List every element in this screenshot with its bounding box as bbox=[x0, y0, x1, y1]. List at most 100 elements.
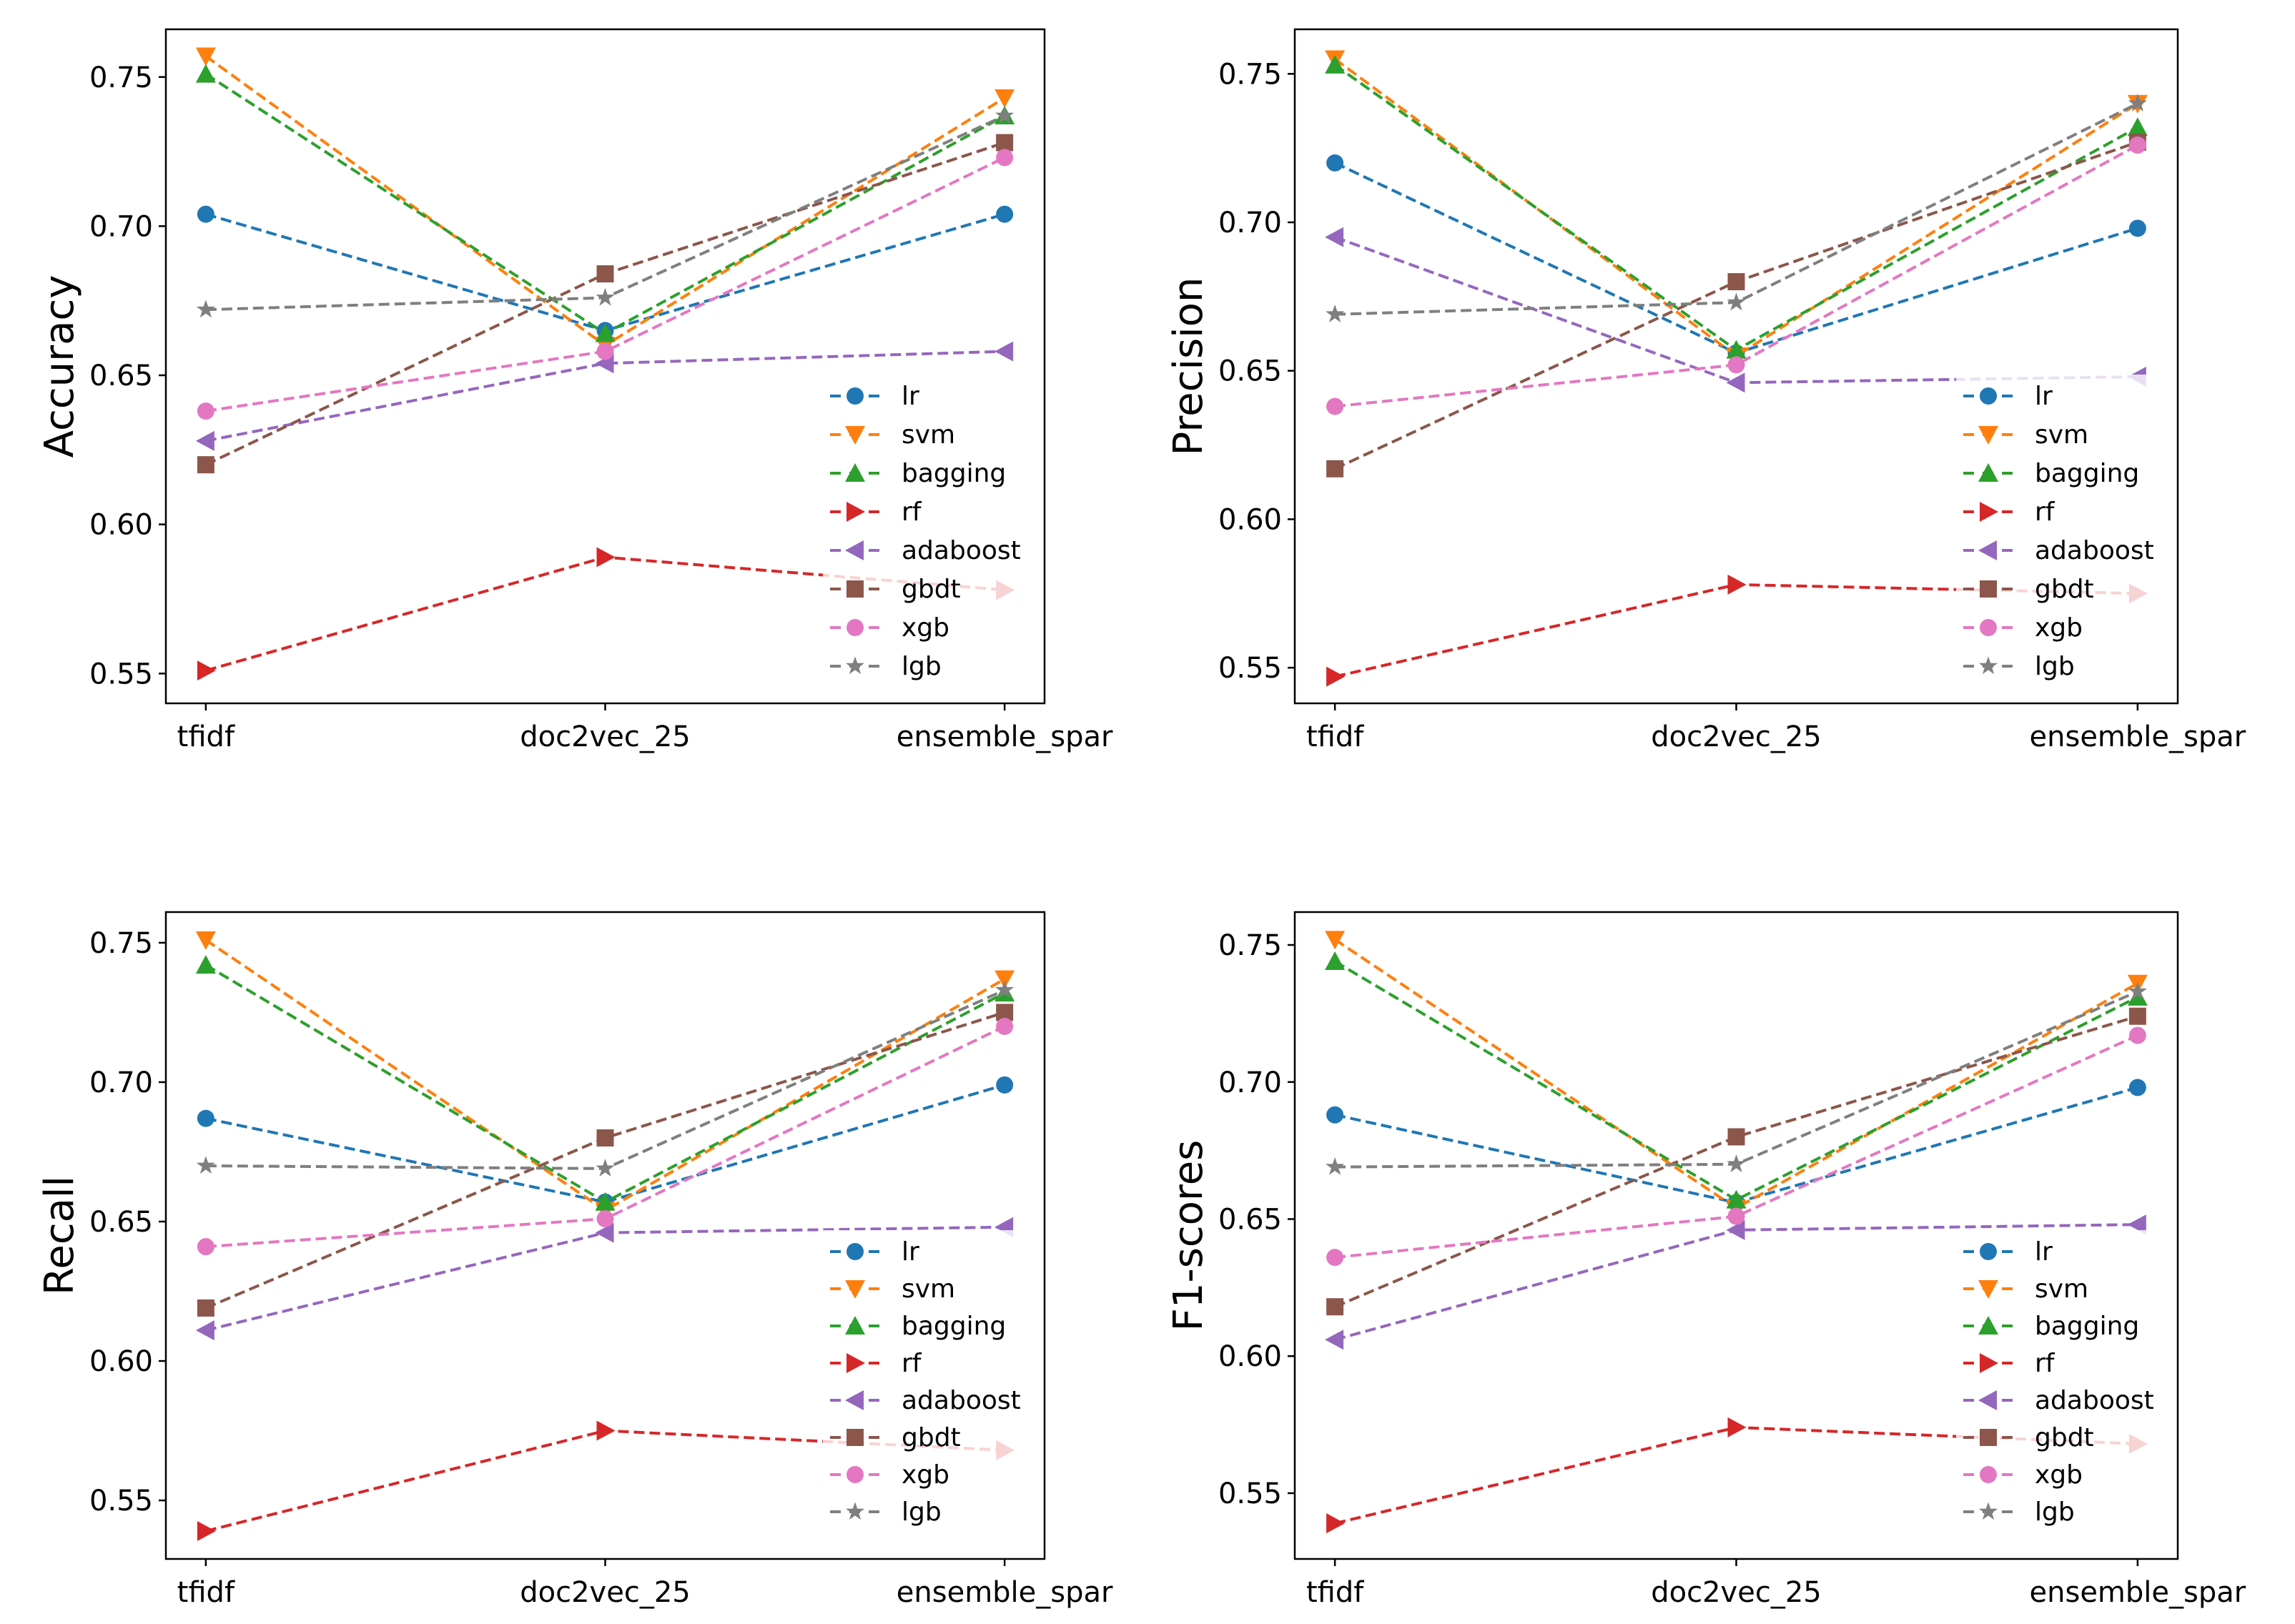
y-tick-label: 0.65 bbox=[89, 360, 153, 392]
legend-label: rf bbox=[902, 1349, 922, 1378]
x-tick-label: doc2vec_25 bbox=[1651, 721, 1821, 753]
data-point-xgb bbox=[197, 1238, 214, 1256]
x-tick-label: tfidf bbox=[1306, 1576, 1364, 1609]
legend-label: svm bbox=[2035, 1274, 2088, 1304]
legend-label: lgb bbox=[902, 1497, 942, 1527]
data-point-lgb bbox=[1326, 304, 1345, 322]
legend-label: lr bbox=[2035, 382, 2053, 411]
series-lgb bbox=[196, 980, 1015, 1177]
legend-label: gbdt bbox=[2035, 1423, 2094, 1452]
data-point-xgb bbox=[1727, 1207, 1745, 1225]
data-point-lgb bbox=[2128, 981, 2147, 1000]
data-point-bagging bbox=[1726, 1189, 1747, 1209]
data-point-adaboost bbox=[1325, 227, 1344, 247]
y-tick-label: 0.70 bbox=[89, 1066, 153, 1099]
legend-label: bagging bbox=[902, 459, 1006, 488]
legend-marker-gbdt bbox=[1980, 580, 1997, 598]
y-tick-label: 0.65 bbox=[89, 1206, 153, 1239]
series-xgb bbox=[1326, 1026, 2146, 1267]
y-axis-label: Recall bbox=[36, 1176, 83, 1295]
data-point-lr bbox=[996, 205, 1014, 223]
y-tick-label: 0.55 bbox=[1218, 652, 1282, 685]
series-svm bbox=[1325, 931, 2148, 1219]
legend-label: gbdt bbox=[2035, 575, 2094, 604]
series-line-svm bbox=[1334, 938, 2138, 1210]
legend-marker-lgb bbox=[1978, 1502, 1998, 1520]
data-point-svm bbox=[994, 89, 1015, 108]
series-line-adaboost bbox=[205, 350, 1005, 442]
data-point-gbdt bbox=[996, 134, 1014, 152]
legend-label: lr bbox=[902, 1237, 919, 1267]
data-point-adaboost bbox=[195, 430, 214, 451]
subplot-accuracy: 0.55 0.60 0.65 0.70 0.75 tfidf doc2vec_25 ensem… bbox=[36, 28, 1113, 753]
y-tick-label: 0.60 bbox=[1218, 1340, 1282, 1373]
data-point-adaboost bbox=[2127, 1214, 2146, 1235]
data-point-bagging bbox=[1325, 951, 1346, 971]
x-tick-label: doc2vec_25 bbox=[520, 1576, 690, 1609]
data-point-adaboost bbox=[595, 1222, 614, 1243]
series-lgb bbox=[1326, 94, 2147, 322]
series-lr bbox=[1326, 154, 2146, 362]
x-tick-label: ensemble_spar bbox=[897, 1576, 1113, 1609]
data-point-adaboost bbox=[195, 1320, 214, 1341]
legend-marker-xgb bbox=[1980, 619, 1997, 636]
legend-label: gbdt bbox=[902, 575, 961, 604]
data-point-xgb bbox=[1326, 1249, 1344, 1267]
data-point-gbdt bbox=[596, 1129, 614, 1147]
data-point-xgb bbox=[996, 1017, 1014, 1035]
y-tick-label: 0.75 bbox=[1218, 929, 1282, 962]
y-tick-label: 0.75 bbox=[89, 927, 153, 960]
data-point-gbdt bbox=[1326, 1298, 1344, 1316]
y-tick-label: 0.65 bbox=[1218, 355, 1282, 388]
legend-marker-xgb bbox=[847, 619, 864, 636]
data-point-rf bbox=[1727, 1417, 1747, 1437]
data-point-xgb bbox=[1727, 356, 1745, 374]
data-point-rf bbox=[1326, 1513, 1346, 1534]
data-point-rf bbox=[596, 547, 616, 568]
legend-label: bagging bbox=[2035, 1312, 2139, 1341]
data-point-bagging bbox=[595, 323, 616, 342]
x-tick-label: ensemble_spar bbox=[897, 721, 1113, 753]
legend-marker-gbdt bbox=[847, 580, 864, 598]
legend: lr svm bagging rf adaboost gbdt xgb lgb bbox=[823, 1230, 1030, 1542]
legend-label: lr bbox=[2035, 1237, 2053, 1267]
data-point-xgb bbox=[596, 1210, 614, 1228]
legend-marker-svm bbox=[845, 426, 865, 445]
legend-marker-svm bbox=[1978, 1280, 1998, 1299]
x-tick-label: tfidf bbox=[177, 1576, 235, 1609]
series-line-bagging bbox=[1333, 64, 2138, 352]
legend-label: rf bbox=[2035, 497, 2055, 527]
legend-marker-lgb bbox=[845, 1502, 865, 1520]
y-tick-label: 0.65 bbox=[1218, 1203, 1282, 1236]
legend-label: svm bbox=[2035, 420, 2088, 450]
legend: lr svm bagging rf adaboost gbdt xgb lgb bbox=[1956, 375, 2163, 698]
legend-marker-xgb bbox=[1980, 1466, 1997, 1483]
x-tick-label: doc2vec_25 bbox=[1651, 1576, 1821, 1609]
y-axis-label: Precision bbox=[1165, 277, 1212, 456]
legend-label: bagging bbox=[2035, 459, 2139, 488]
data-point-gbdt bbox=[596, 265, 614, 283]
x-tick-label: ensemble_spar bbox=[2030, 721, 2246, 753]
data-point-bagging bbox=[195, 955, 216, 974]
legend-marker-adaboost bbox=[1978, 540, 1997, 560]
data-point-gbdt bbox=[2128, 1007, 2146, 1025]
y-axis-label: F1-scores bbox=[1165, 1140, 1212, 1332]
x-tick-label: doc2vec_25 bbox=[520, 721, 690, 753]
legend-marker-rf bbox=[847, 1353, 865, 1373]
series-adaboost bbox=[1325, 1214, 2146, 1350]
data-point-xgb bbox=[996, 149, 1014, 167]
legend-label: gbdt bbox=[902, 1423, 961, 1452]
data-point-bagging bbox=[195, 64, 216, 83]
legend-marker-bagging bbox=[845, 1316, 865, 1335]
legend-marker-adaboost bbox=[845, 540, 864, 560]
legend-label: lgb bbox=[2035, 652, 2075, 681]
data-point-gbdt bbox=[197, 456, 214, 474]
series-svm bbox=[195, 47, 1015, 356]
legend-marker-lr bbox=[847, 1243, 864, 1260]
legend-marker-rf bbox=[847, 502, 865, 522]
legend-label: lr bbox=[902, 382, 919, 411]
series-bagging bbox=[1325, 951, 2148, 1209]
data-point-adaboost bbox=[994, 341, 1014, 362]
data-point-lr bbox=[2128, 219, 2146, 237]
